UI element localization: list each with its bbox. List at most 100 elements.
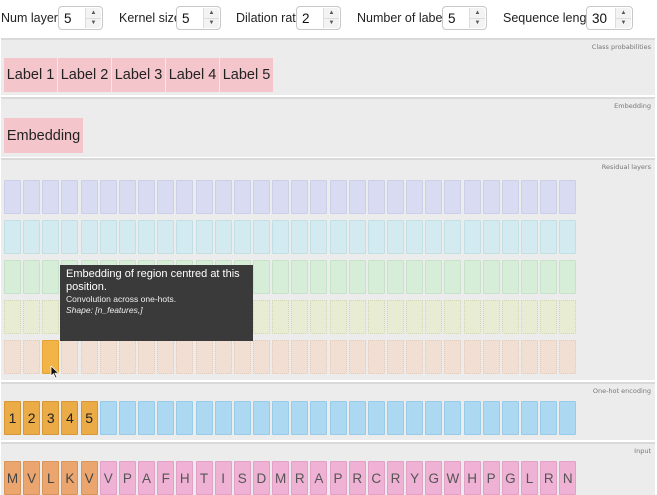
label-chip[interactable]: Label 1 — [4, 58, 57, 92]
layer-cell[interactable] — [138, 220, 155, 254]
onehot-cell-number[interactable]: 1 — [4, 401, 21, 435]
layer-cell[interactable] — [387, 340, 404, 374]
onehot-cell[interactable] — [291, 401, 309, 435]
layer-cell[interactable] — [252, 260, 270, 294]
onehot-cell[interactable] — [272, 401, 290, 435]
input-cell[interactable]: V — [23, 461, 41, 495]
layer-cell[interactable] — [195, 340, 213, 374]
chevron-up-icon[interactable]: ▲ — [616, 8, 631, 19]
layer-cell[interactable] — [406, 180, 424, 214]
layer-cell[interactable] — [521, 300, 538, 334]
layer-cell[interactable] — [291, 340, 309, 374]
onehot-cell[interactable] — [233, 401, 251, 435]
layer-cell[interactable] — [425, 340, 443, 374]
layer-cell[interactable] — [521, 260, 538, 294]
onehot-cell[interactable] — [444, 401, 462, 435]
layer-cell[interactable] — [176, 220, 194, 254]
onehot-cell[interactable] — [157, 401, 175, 435]
layer-cell[interactable] — [23, 300, 41, 334]
layer-cell[interactable] — [291, 260, 309, 294]
number-of-labels-input[interactable]: 5 ▲ ▼ — [442, 6, 487, 30]
onehot-cell[interactable] — [99, 401, 117, 435]
layer-cell[interactable] — [176, 340, 194, 374]
layer-cell[interactable] — [99, 220, 117, 254]
layer-cell[interactable] — [233, 180, 251, 214]
input-cell[interactable]: Y — [406, 461, 424, 495]
layer-cell[interactable] — [559, 220, 577, 254]
layer-cell[interactable] — [482, 220, 500, 254]
layer-cell[interactable] — [540, 260, 558, 294]
layer-cell[interactable] — [367, 340, 385, 374]
label-chip[interactable]: Label 4 — [166, 58, 219, 92]
layer-cell[interactable] — [348, 260, 366, 294]
input-cell[interactable]: R — [387, 461, 404, 495]
layer-cell[interactable] — [444, 260, 462, 294]
input-cell[interactable]: H — [463, 461, 481, 495]
input-cell[interactable]: V — [80, 461, 98, 495]
layer-cell[interactable] — [540, 340, 558, 374]
chevron-down-icon[interactable]: ▼ — [208, 20, 215, 26]
layer-cell[interactable] — [425, 180, 443, 214]
chevron-up-icon[interactable]: ▲ — [324, 8, 339, 19]
layer-cell[interactable] — [42, 260, 60, 294]
layer-cell[interactable] — [118, 180, 136, 214]
layer-cell[interactable] — [348, 300, 366, 334]
layer-cell[interactable] — [23, 340, 41, 374]
onehot-cell[interactable] — [176, 401, 194, 435]
input-cell[interactable]: T — [195, 461, 213, 495]
layer-cell[interactable] — [42, 300, 60, 334]
layer-cell[interactable] — [540, 220, 558, 254]
layer-cell[interactable] — [329, 180, 347, 214]
layer-cell[interactable] — [157, 340, 175, 374]
input-cell[interactable]: W — [444, 461, 462, 495]
layer-cell[interactable] — [501, 340, 519, 374]
input-cell[interactable]: V — [99, 461, 117, 495]
onehot-cell[interactable] — [310, 401, 328, 435]
layer-cell[interactable] — [406, 260, 424, 294]
layer-cell[interactable] — [23, 180, 41, 214]
chevron-down-icon[interactable]: ▼ — [474, 20, 481, 26]
input-cell[interactable]: M — [4, 461, 21, 495]
layer-cell[interactable] — [272, 180, 290, 214]
layer-cell[interactable] — [272, 260, 290, 294]
input-cell[interactable]: P — [482, 461, 500, 495]
onehot-cell[interactable] — [540, 401, 558, 435]
sequence-length-input[interactable]: 30 ▲ ▼ — [586, 6, 633, 30]
layer-cell[interactable] — [463, 260, 481, 294]
layer-cell[interactable] — [559, 300, 577, 334]
layer-cell[interactable] — [444, 340, 462, 374]
onehot-cell[interactable] — [425, 401, 443, 435]
layer-cell[interactable] — [463, 300, 481, 334]
onehot-cell[interactable] — [195, 401, 213, 435]
layer-cell[interactable] — [291, 300, 309, 334]
num-layers-stepper[interactable]: ▲ ▼ — [85, 8, 101, 28]
layer-cell[interactable] — [291, 220, 309, 254]
layer-cell[interactable] — [329, 340, 347, 374]
layer-cell[interactable] — [329, 220, 347, 254]
layer-cell[interactable] — [157, 180, 175, 214]
chevron-up-icon[interactable]: ▲ — [470, 8, 485, 19]
onehot-cell[interactable] — [329, 401, 347, 435]
onehot-cell[interactable] — [118, 401, 136, 435]
onehot-cell[interactable] — [138, 401, 155, 435]
layer-cell[interactable] — [463, 180, 481, 214]
sequence-length-stepper[interactable]: ▲ ▼ — [615, 8, 631, 28]
onehot-cell[interactable] — [367, 401, 385, 435]
layer-cell[interactable] — [4, 220, 21, 254]
input-cell[interactable]: H — [176, 461, 194, 495]
layer-cell[interactable] — [4, 340, 21, 374]
layer-cell[interactable] — [42, 180, 60, 214]
input-cell[interactable]: R — [540, 461, 558, 495]
layer-cell[interactable] — [482, 340, 500, 374]
layer-cell[interactable] — [233, 340, 251, 374]
layer-cell[interactable] — [310, 300, 328, 334]
input-cell[interactable]: P — [118, 461, 136, 495]
input-cell[interactable]: K — [61, 461, 79, 495]
layer-cell[interactable] — [310, 260, 328, 294]
onehot-cell[interactable] — [348, 401, 366, 435]
layer-cell[interactable] — [118, 340, 136, 374]
layer-cell[interactable] — [329, 260, 347, 294]
layer-cell[interactable] — [559, 260, 577, 294]
layer-cell[interactable] — [501, 220, 519, 254]
onehot-cell[interactable] — [501, 401, 519, 435]
